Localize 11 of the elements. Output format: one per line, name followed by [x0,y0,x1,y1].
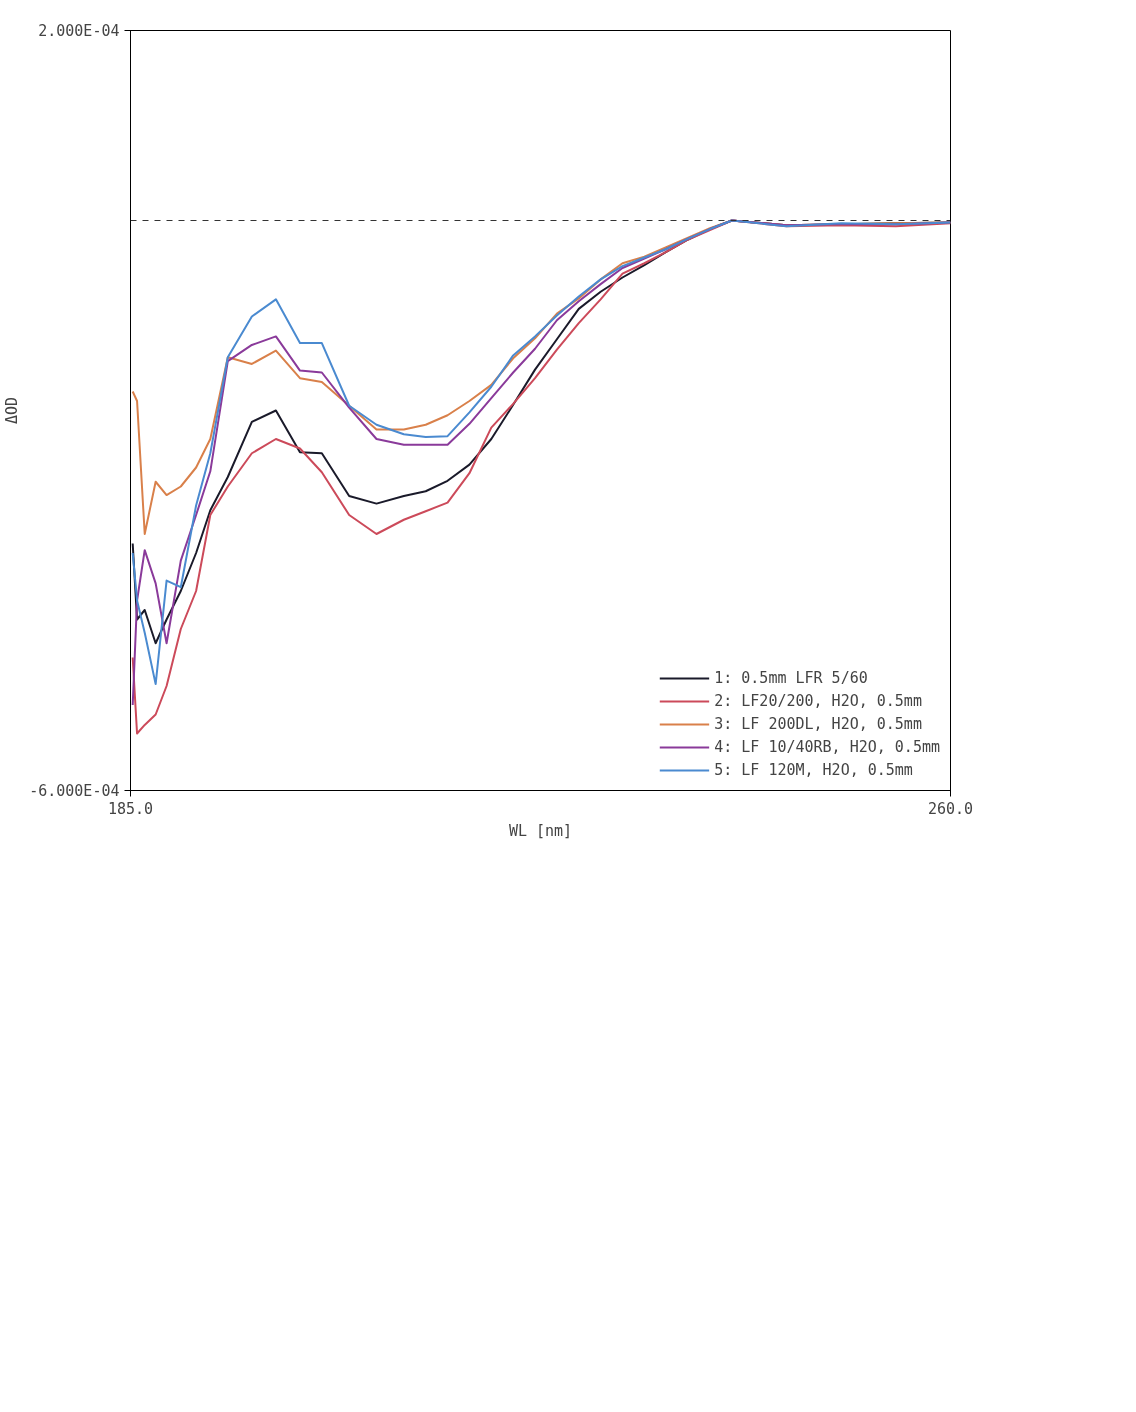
legend-label: 4: LF 10/40RB, H2O, 0.5mm [714,738,940,756]
x-axis-title: WL [nm] [508,821,573,840]
legend-label: 2: LF20/200, H2O, 0.5mm [714,692,922,710]
y-tick-label: -6.000E-04 [29,781,120,800]
legend-label: 3: LF 200DL, H2O, 0.5mm [714,715,922,733]
x-tick-label: 185.0 [107,799,154,818]
legend-label: 1: 0.5mm LFR 5/60 [714,669,868,687]
y-tick-label: 2.000E-04 [38,21,120,40]
x-tick-label: 260.0 [927,799,974,818]
legend-label: 5: LF 120M, H2O, 0.5mm [714,761,913,779]
y-axis-title: ΔOD [3,396,22,425]
